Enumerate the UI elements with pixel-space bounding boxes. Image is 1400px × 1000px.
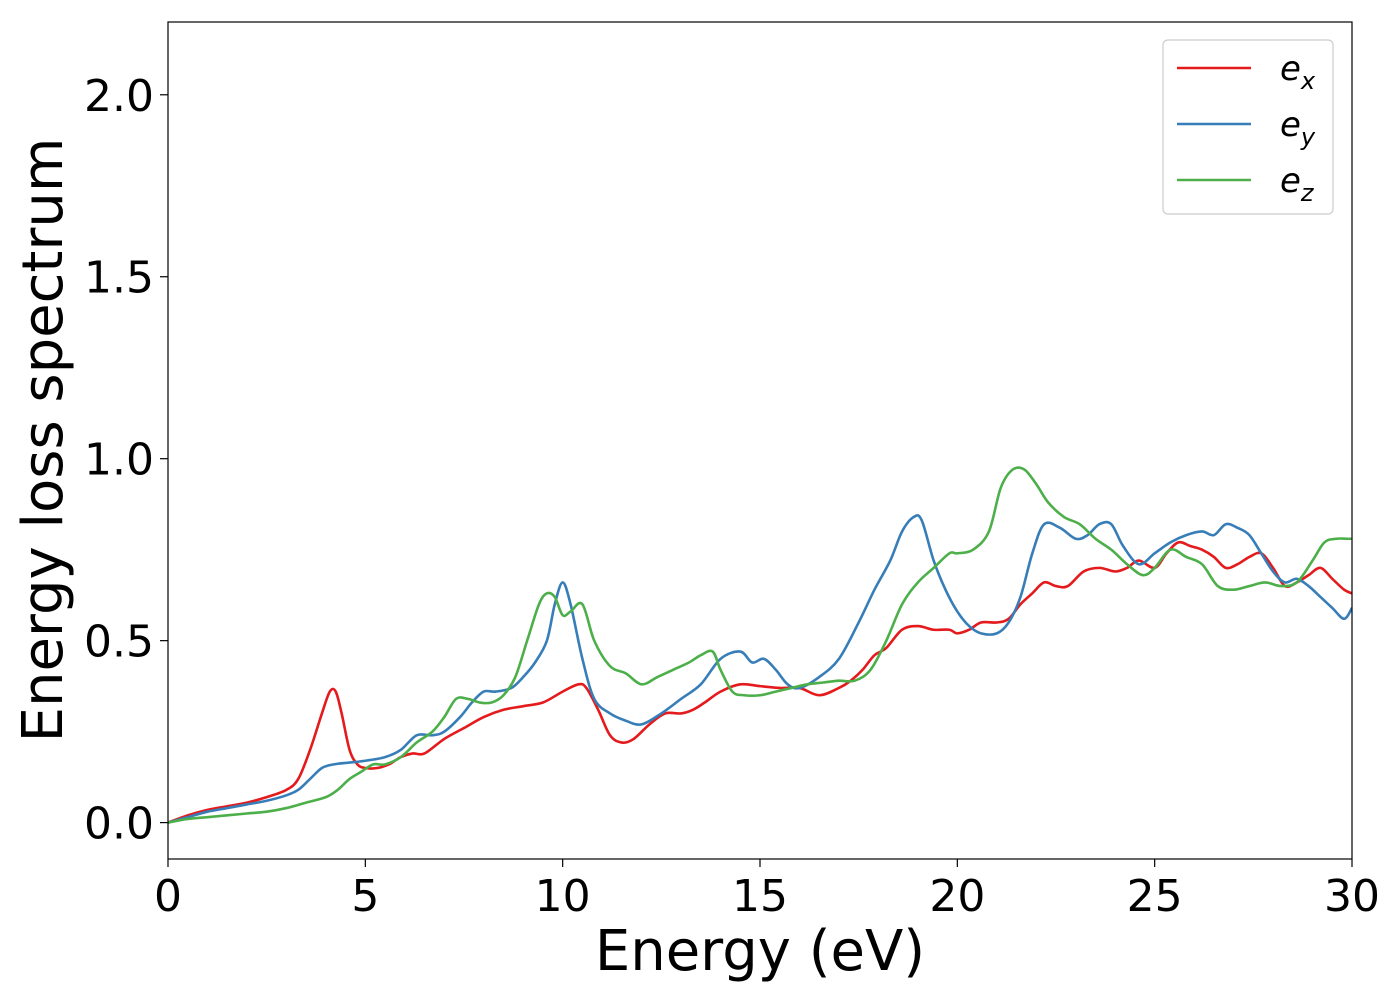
legend-label-y: ey <box>1280 105 1316 151</box>
plot-background <box>168 22 1352 859</box>
legend-label-subscript: x <box>1300 67 1316 95</box>
legend-label-base: e <box>1280 161 1301 201</box>
y-tick-label: 1.5 <box>84 253 154 304</box>
x-tick-label: 5 <box>351 871 379 922</box>
legend-label-subscript: z <box>1300 179 1315 207</box>
legend-label-subscript: y <box>1300 123 1316 151</box>
x-tick-label: 20 <box>929 871 985 922</box>
legend-label-base: e <box>1280 49 1301 89</box>
series-line-z <box>168 466 1352 824</box>
legend-label-z: ez <box>1280 161 1315 207</box>
y-tick-label: 0.0 <box>84 799 154 850</box>
y-tick-label: 0.5 <box>84 617 154 668</box>
series-layer <box>168 466 1352 824</box>
y-tick-label: 2.0 <box>84 71 154 122</box>
x-tick-label: 30 <box>1324 871 1380 922</box>
x-tick-label: 0 <box>154 871 182 922</box>
legend-frame <box>1162 39 1334 215</box>
x-tick-label: 10 <box>535 871 591 922</box>
legend-label-x: ex <box>1280 49 1316 95</box>
x-axis: 0 5 10 15 20 25 30 <box>154 859 1380 922</box>
x-tick-label: 15 <box>732 871 788 922</box>
x-axis-title: Energy (eV) <box>595 919 925 984</box>
y-axis: 0.0 0.5 1.0 1.5 2.0 <box>84 71 168 850</box>
x-tick-label: 25 <box>1127 871 1183 922</box>
y-tick-label: 1.0 <box>84 435 154 486</box>
legend-label-base: e <box>1280 105 1301 145</box>
y-axis-title: Energy loss spectrum <box>11 138 76 743</box>
